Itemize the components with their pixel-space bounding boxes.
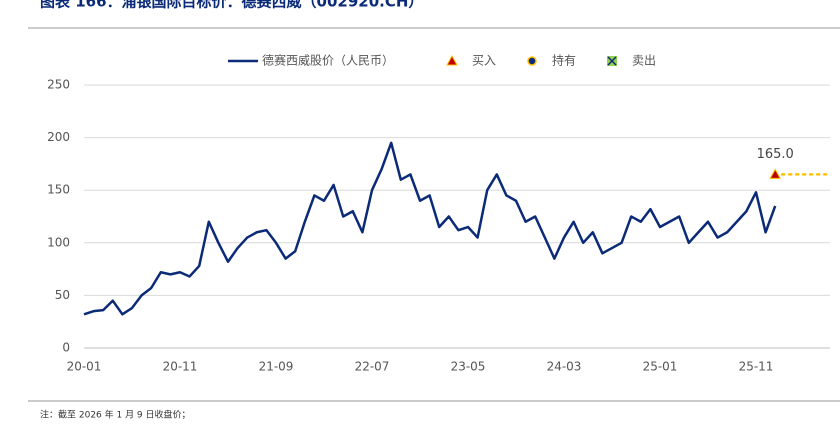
legend-label: 买入 xyxy=(472,54,496,68)
x-tick-label: 23-05 xyxy=(451,360,486,374)
legend-sell-x xyxy=(607,56,617,66)
y-tick-label: 200 xyxy=(47,130,70,144)
x-tick-label: 25-11 xyxy=(739,360,774,374)
legend-hold xyxy=(527,56,537,66)
x-tick-label: 25-01 xyxy=(643,360,678,374)
x-tick-label: 20-01 xyxy=(67,360,102,374)
y-tick-label: 0 xyxy=(62,341,70,355)
chart-title: 图表 166：浦银国际目标价：德赛西威（002920.CH） xyxy=(40,0,423,11)
legend-label: 德赛西威股价（人民币） xyxy=(262,53,394,68)
x-tick-label: 24-03 xyxy=(547,360,582,374)
x-tick-label: 21-09 xyxy=(259,360,294,374)
y-tick-label: 250 xyxy=(47,78,70,92)
y-tick-label: 100 xyxy=(47,235,70,249)
target-label: 165.0 xyxy=(757,147,794,162)
target-marker xyxy=(769,168,782,179)
x-tick-label: 22-07 xyxy=(355,360,390,374)
legend-label: 卖出 xyxy=(632,54,656,68)
legend-label: 持有 xyxy=(552,53,576,68)
price-line xyxy=(83,141,777,316)
y-tick-label: 150 xyxy=(47,183,70,197)
note: 注：截至 2026 年 1 月 9 日收盘价； xyxy=(40,409,191,421)
legend-buy xyxy=(446,54,458,66)
x-tick-label: 20-11 xyxy=(163,360,198,374)
y-tick-label: 50 xyxy=(55,288,70,302)
